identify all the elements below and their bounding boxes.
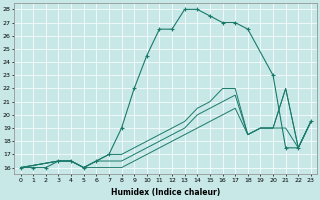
X-axis label: Humidex (Indice chaleur): Humidex (Indice chaleur) [111,188,220,197]
